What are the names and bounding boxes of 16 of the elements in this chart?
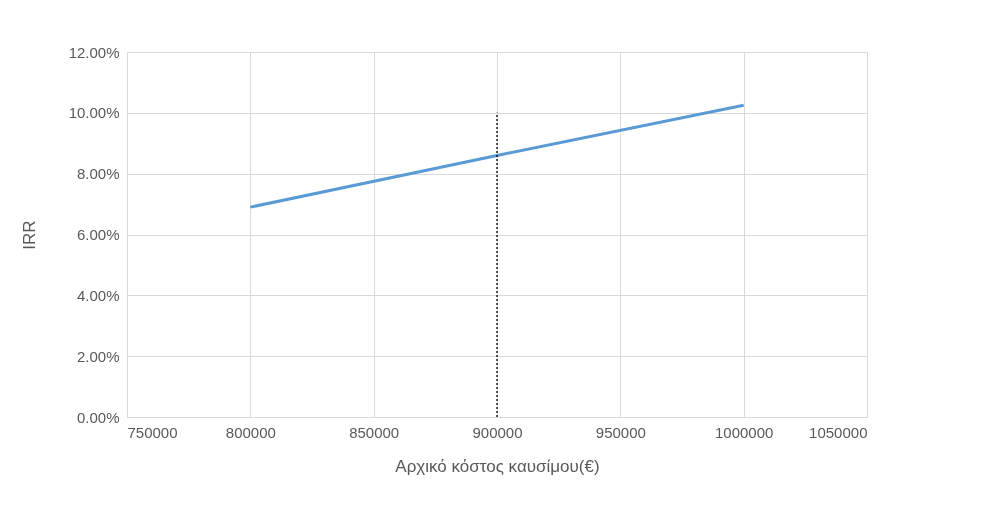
x-tick-label: 800000 xyxy=(225,423,276,441)
x-tick-label: 850000 xyxy=(349,423,400,441)
x-tick-label: 900000 xyxy=(472,423,523,441)
y-tick-label: 12.00% xyxy=(68,43,120,61)
y-tick-label: 0.00% xyxy=(76,408,120,426)
x-tick-label: 1000000 xyxy=(714,423,774,441)
x-tick-label: 1050000 xyxy=(809,423,868,441)
y-tick-label: 8.00% xyxy=(76,165,120,183)
x-tick-label: 950000 xyxy=(595,423,646,441)
y-axis-title: IRR xyxy=(19,220,39,250)
y-tick-label: 2.00% xyxy=(76,347,120,365)
y-tick-label: 4.00% xyxy=(76,286,120,304)
y-tick-label: 10.00% xyxy=(68,104,120,122)
x-tick-label: 750000 xyxy=(127,423,178,441)
y-tick-label: 6.00% xyxy=(76,226,120,243)
x-axis-title: Αρχικό κόστος καυσίμου(€) xyxy=(395,456,600,476)
